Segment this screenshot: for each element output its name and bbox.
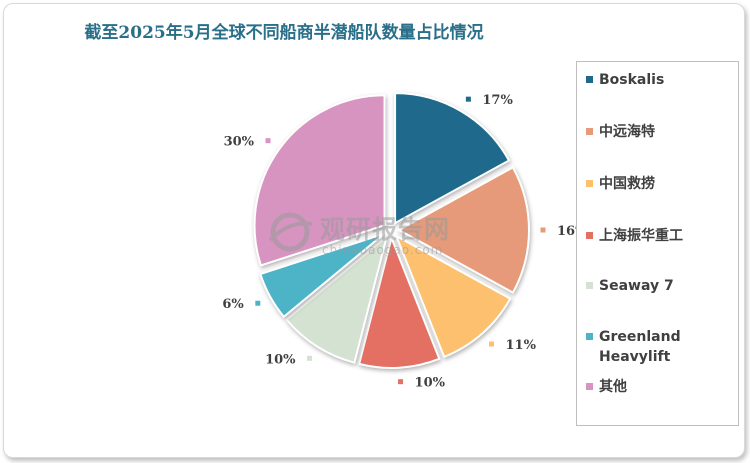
pie-slice <box>357 234 441 369</box>
pie-label-marker <box>307 355 313 361</box>
legend-item-china-rescue: 中国救捞 <box>586 174 729 194</box>
legend-swatch <box>586 333 593 340</box>
legend-label: Seaway 7 <box>599 278 674 294</box>
pie-data-label: 10% <box>415 376 446 391</box>
pie-slice <box>259 232 385 319</box>
pie-label-marker <box>398 379 404 385</box>
pie-slice <box>394 92 511 225</box>
pie-label-marker <box>540 227 546 233</box>
chart-title: 截至2025年5月全球不同船商半潜船队数量占比情况 <box>84 23 484 43</box>
legend-swatch <box>586 180 593 187</box>
pie-data-label: 17% <box>482 93 513 108</box>
pie-slices <box>253 92 530 369</box>
pie-label-marker <box>265 138 271 144</box>
chart-card: 截至2025年5月全球不同船商半潜船队数量占比情况 17% 16% 11% 10% 10… <box>3 3 745 458</box>
pie-slice <box>285 234 389 364</box>
legend-swatch <box>586 76 593 83</box>
pie-slice <box>253 94 386 267</box>
pie-label-marker <box>489 341 495 347</box>
pie-data-label: 11% <box>506 338 537 353</box>
pie-label-marker <box>465 96 471 102</box>
legend-item-cosco: 中远海特 <box>586 122 729 142</box>
pie-data-label: 30% <box>224 135 255 150</box>
watermark: 观研报告网 chinabaogao.com <box>266 210 449 258</box>
legend-item-greenland: Greenland Heavylift <box>586 327 729 367</box>
pie-slice <box>394 233 512 359</box>
pie-labels: 17%16%11%10%10%6%30% <box>222 93 588 391</box>
legend: Boskalis 中远海特 中国救捞 上海振华重工 Seaway 7 Green… <box>576 61 739 426</box>
pie-slice <box>396 166 530 294</box>
legend-label: 中远海特 <box>599 124 655 140</box>
legend-label: Boskalis <box>599 72 665 88</box>
legend-item-others: 其他 <box>586 377 729 397</box>
watermark-url: chinabaogao.com <box>322 243 444 257</box>
pie-data-label: 10% <box>265 352 296 367</box>
pie-chart: 17%16%11%10%10%6%30% <box>222 92 588 391</box>
legend-item-zpmc: 上海振华重工 <box>586 226 729 246</box>
legend-swatch <box>586 282 593 289</box>
legend-label: 其他 <box>599 379 627 395</box>
watermark-name: 观研报告网 <box>320 215 451 244</box>
legend-swatch <box>586 128 593 135</box>
legend-item-seaway7: Seaway 7 <box>586 276 729 296</box>
watermark-logo-icon <box>268 212 313 252</box>
pie-label-marker <box>255 300 261 306</box>
legend-label: 中国救捞 <box>599 176 655 192</box>
legend-label: 上海振华重工 <box>599 228 683 244</box>
legend-item-boskalis: Boskalis <box>586 70 729 90</box>
legend-swatch <box>586 383 593 390</box>
legend-label: Greenland Heavylift <box>599 329 681 365</box>
legend-swatch <box>586 232 593 239</box>
pie-data-label: 6% <box>222 297 244 312</box>
